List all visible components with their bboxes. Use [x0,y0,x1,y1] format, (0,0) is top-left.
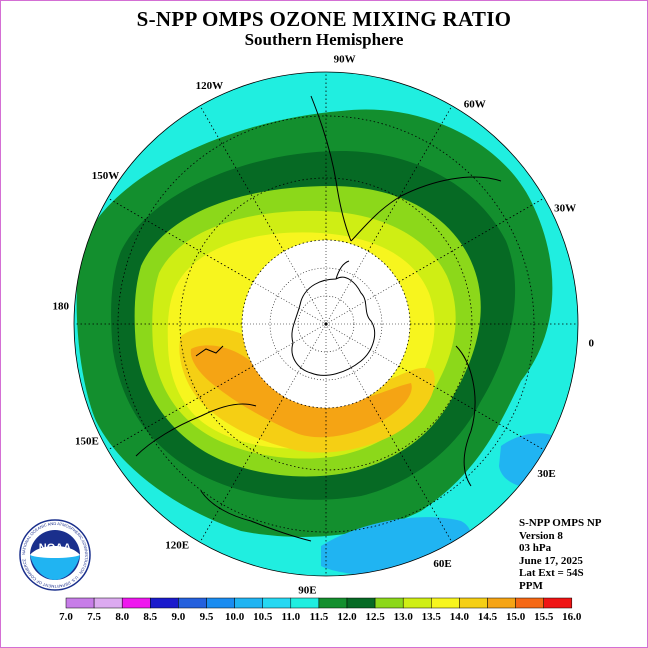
meridian-line [107,365,254,451]
longitude-label: 120W [196,80,224,92]
parallel-circle [269,267,383,381]
longitude-label: 0 [589,338,595,350]
info-date: June 17, 2025 [519,554,583,567]
info-units: PPM [519,579,543,592]
longitude-label: 120E [165,540,189,552]
colorbar-swatch [121,597,151,609]
africa-coastline [455,345,476,487]
parallel-circle [117,115,535,533]
meridian-line [367,105,453,252]
meridian-line [283,251,327,325]
meridian-line [199,396,285,543]
colorbar-label: 15.5 [534,611,554,623]
colorbar-swatch [402,597,432,609]
colorbar-label: 7.0 [59,611,73,623]
longitude-label: 90W [334,54,356,66]
longitude-label: 60E [433,558,451,570]
meridian-line [253,281,327,325]
colorbar-label: 9.0 [172,611,186,623]
australia-coastline [135,403,312,542]
south-pole-marker [324,322,328,326]
colorbar-labels: 7.0 7.5 8.0 8.5 9.0 9.5 10.0 10.5 11.0 11.5 12.0 12… [59,611,582,623]
meridian-line [325,323,399,367]
colorbar-swatches [65,597,573,609]
colorbar-swatch [459,597,488,609]
longitude-label: 60W [464,99,486,111]
figure-subtitle: Southern Hemisphere [244,30,404,49]
noaa-logo: NOAA NATIONAL OCEANIC AND ATMOSPHERIC AD… [19,519,91,591]
colorbar-swatch [346,597,376,609]
band-14-5 [190,345,412,438]
meridian-line [283,323,327,397]
longitude-label: 30E [537,468,555,480]
colorbar-label: 8.0 [115,611,129,623]
parallel-circle [179,177,473,471]
colorbar-swatch [234,597,263,609]
colorbar-swatch [290,597,320,609]
colorbar-swatch [178,597,207,609]
longitude-label: 150E [75,436,99,448]
colorbar-label: 13.5 [422,611,442,623]
colorbar-label: 14.5 [478,611,498,623]
colorbar-label: 7.5 [87,611,101,623]
graticule [74,72,578,576]
colorbar-swatch [543,597,573,609]
colorbar-swatch [206,597,235,609]
meridian-line [398,197,545,283]
colorbar-swatch [431,597,460,609]
colorbar-label: 9.5 [200,611,214,623]
colorbar-label: 10.0 [225,611,245,623]
colorbar-swatch [150,597,179,609]
south-america-coastline [310,95,502,242]
new-zealand-coastline [195,345,224,357]
colorbar-swatch [487,597,516,609]
colorbar-label: 8.5 [143,611,157,623]
noaa-logo-text: NOAA [39,542,71,554]
info-instrument: S-NPP OMPS NP [519,517,602,529]
noaa-logo-sea [30,555,80,580]
longitude-label: 180 [52,300,69,312]
info-version: Version 8 [519,529,563,542]
colorbar-label: 10.5 [253,611,273,623]
antarctica-coastline [291,260,376,376]
meridian-line [325,323,369,397]
colorbar-swatch [374,597,404,609]
longitude-labels: 90W 60W 120W 30W 150W 0 180 30E 150E 60E 120E 90E [52,54,594,597]
colorbar-label: 12.0 [337,611,357,623]
colorbar-swatch [65,597,95,609]
colorbar-swatch [93,597,123,609]
colorbar-swatch [262,597,292,609]
info-extent: Lat Ext = 54S [519,567,584,579]
meridian-line [253,323,327,367]
colorbar-label: 11.5 [310,611,329,623]
colorbar-label: 14.0 [450,611,470,623]
longitude-label: 30W [554,202,576,214]
colorbar-label: 15.0 [506,611,526,623]
colorbar-swatch [318,597,348,609]
meridian-line [325,281,399,325]
figure-title: S-NPP OMPS OZONE MIXING RATIO [136,7,512,31]
info-level: 03 hPa [519,542,552,554]
meridian-line [398,365,545,451]
map-border [73,71,579,577]
meridian-line [107,197,254,283]
colorbar-swatch [515,597,544,609]
info-block: S-NPP OMPS NP Version 8 03 hPa June 17, … [519,517,602,592]
colorbar-label: 12.5 [365,611,385,623]
meridian-line [325,251,369,325]
meridian-line [367,396,453,543]
longitude-label: 90E [298,584,316,596]
colorbar-label: 11.0 [281,611,300,623]
parallel-circle [241,239,411,409]
colorbar-label: 13.0 [394,611,414,623]
meridian-line [199,105,285,252]
longitude-label: 150W [92,170,120,182]
colorbar-label: 16.0 [562,611,582,623]
